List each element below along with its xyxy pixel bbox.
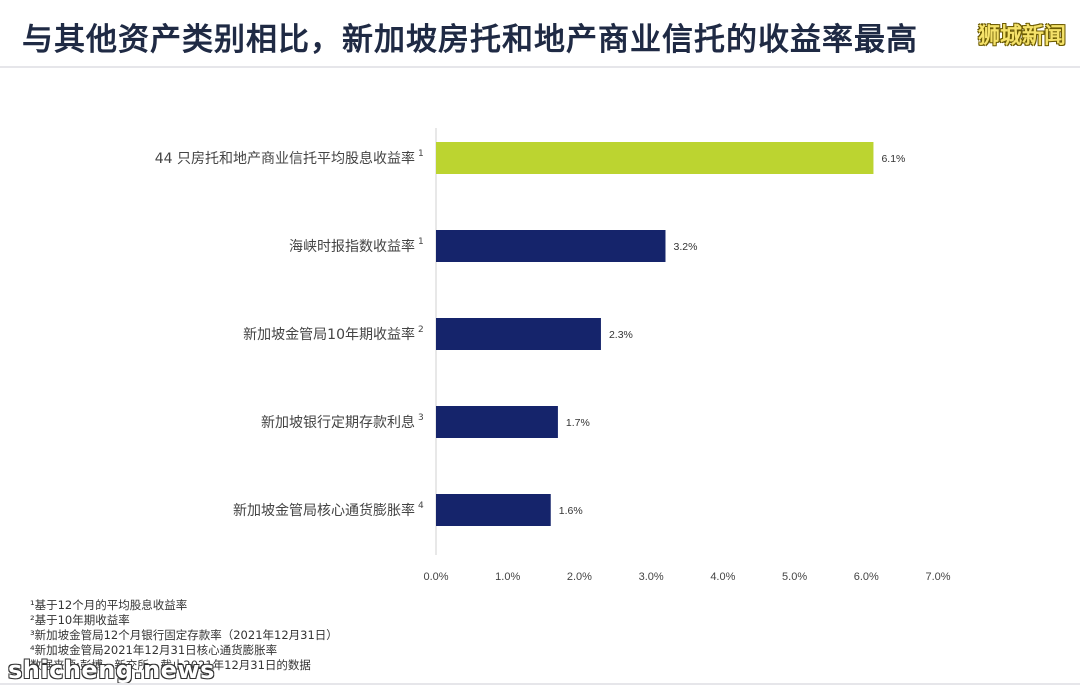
bar-5 [436, 494, 551, 526]
category-footnote-mark-2: 1 [418, 237, 424, 247]
category-footnote-mark-3: 2 [418, 325, 424, 335]
footnote-3: ³新加坡金管局12个月银行固定存款率（2021年12月31日） [30, 628, 338, 642]
x-tick-label-1: 1.0% [495, 571, 520, 583]
bar-2 [436, 230, 666, 262]
bar-4 [436, 406, 558, 438]
footnote-2: ²基于10年期收益率 [30, 613, 130, 627]
value-label-5: 1.6% [559, 505, 583, 517]
x-tick-label-4: 4.0% [710, 571, 735, 583]
value-label-2: 3.2% [673, 241, 697, 253]
title-divider [0, 66, 1080, 68]
bar-chart: 6.1%44 只房托和地产商业信托平均股息收益率 13.2%海峡时报指数收益率 12… [155, 128, 951, 583]
footnote-4: ⁴新加坡金管局2021年12月31日核心通货膨胀率 [30, 643, 278, 657]
category-footnote-mark-5: 4 [418, 501, 424, 511]
category-label-1: 44 只房托和地产商业信托平均股息收益率 [155, 150, 415, 167]
category-label-5: 新加坡金管局核心通货膨胀率 [233, 502, 415, 519]
category-footnote-mark-4: 3 [418, 413, 424, 423]
x-tick-label-2: 2.0% [567, 571, 592, 583]
watermark-logo-text: 狮城新闻 [977, 24, 1066, 49]
chart-title: 与其他资产类别相比，新加坡房托和地产商业信托的收益率最高 [22, 22, 918, 58]
bottom-divider [0, 683, 1080, 685]
category-label-3: 新加坡金管局10年期收益率 [243, 326, 415, 343]
footnote-source: 数据来源:彭博，新交所，截止2021年12月31日的数据 [30, 658, 311, 672]
value-label-1: 6.1% [881, 153, 905, 165]
footnote-1: ¹基于12个月的平均股息收益率 [30, 598, 188, 612]
bar-3 [436, 318, 601, 350]
value-label-3: 2.3% [609, 329, 633, 341]
category-label-2: 海峡时报指数收益率 [289, 238, 415, 255]
bar-1 [436, 142, 874, 174]
x-tick-label-3: 3.0% [639, 571, 664, 583]
category-label-4: 新加坡银行定期存款利息 [261, 414, 415, 431]
footnotes: ¹基于12个月的平均股息收益率 ²基于10年期收益率 ³新加坡金管局12个月银行… [30, 598, 338, 673]
value-label-4: 1.7% [566, 417, 590, 429]
watermark-site: shicheng.news [8, 656, 215, 684]
x-tick-label-0: 0.0% [423, 571, 448, 583]
x-tick-label-7: 7.0% [925, 571, 950, 583]
x-tick-label-6: 6.0% [854, 571, 879, 583]
category-footnote-mark-1: 1 [418, 149, 424, 159]
x-tick-label-5: 5.0% [782, 571, 807, 583]
